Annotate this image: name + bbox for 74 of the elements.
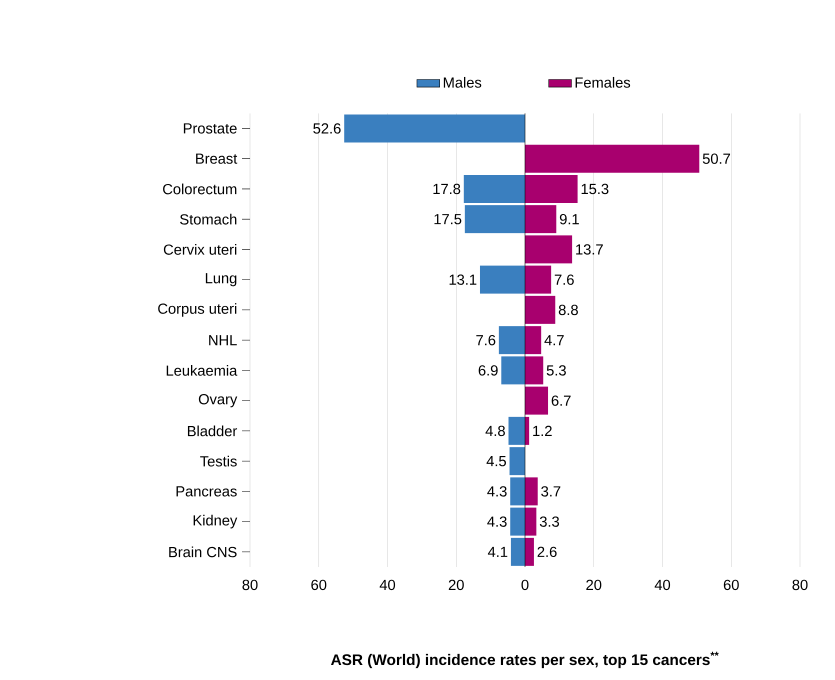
- y-tick-label: Testis: [200, 456, 237, 467]
- y-tick-label: Corpus uteri: [158, 303, 236, 317]
- y-tick-label: Stomach: [180, 214, 236, 225]
- data-label: 17.5: [434, 214, 462, 224]
- y-tick-label: Prostate: [184, 123, 237, 134]
- y-tick-label: Kidney: [194, 514, 238, 528]
- bar: [498, 326, 525, 354]
- bar: [525, 538, 534, 566]
- x-tick-label: 20: [448, 580, 464, 590]
- bar: [510, 508, 525, 536]
- y-tick-label: Brain CNS: [169, 546, 237, 558]
- data-label: 4.1: [488, 546, 508, 557]
- legend-label: Males: [444, 76, 482, 88]
- data-label: 13.7: [576, 244, 603, 255]
- bar: [525, 266, 552, 294]
- x-tick-label: 20: [586, 580, 602, 590]
- data-label: 9.1: [560, 214, 579, 224]
- bar: [525, 205, 556, 234]
- y-tick-label: Bladder: [188, 426, 238, 436]
- data-label: 15.3: [582, 184, 608, 194]
- x-tick-label: 80: [792, 580, 808, 590]
- data-label: 7.6: [476, 334, 496, 346]
- bar: [344, 114, 525, 142]
- bar: [525, 296, 556, 324]
- data-label: 2.6: [538, 546, 557, 558]
- bar: [525, 356, 544, 384]
- y-tick-label: Colorectum: [163, 184, 236, 194]
- y-tick-label: Ovary: [198, 394, 238, 408]
- x-tick-label: 40: [654, 580, 670, 590]
- bar: [525, 326, 542, 354]
- bar: [525, 386, 548, 415]
- bar: [525, 144, 700, 173]
- y-tick-label: Breast: [196, 154, 238, 164]
- y-tick-label: Leukaemia: [166, 365, 238, 376]
- data-label: 4.8: [486, 426, 505, 436]
- y-tick-label: NHL: [209, 335, 237, 346]
- data-label: 17.8: [433, 184, 460, 194]
- data-label: 13.1: [450, 274, 476, 285]
- y-tick-label: Cervix uteri: [164, 244, 236, 255]
- bar: [525, 477, 538, 506]
- bar: [525, 174, 578, 203]
- data-label: 8.8: [558, 304, 578, 316]
- bar: [510, 477, 525, 506]
- data-label: 4.3: [487, 516, 507, 527]
- data-label: 6.7: [552, 395, 571, 406]
- data-label: 3.7: [541, 486, 560, 497]
- data-label: 4.5: [486, 456, 506, 466]
- data-label: 52.6: [313, 123, 341, 134]
- data-label: 4.3: [487, 486, 507, 497]
- y-tick-label: Lung: [206, 273, 236, 286]
- x-tick-label: 60: [724, 580, 739, 590]
- data-label: 6.9: [478, 365, 498, 376]
- bar: [510, 538, 525, 566]
- x-tick-label: 0: [521, 580, 528, 590]
- data-label: 5.3: [546, 365, 566, 376]
- bar: [501, 356, 525, 384]
- text: ASR (World) incidence rates per sex, top 15 cancers$^{**}$: [330, 652, 719, 668]
- bar: [525, 508, 536, 536]
- y-tick-label: Pancreas: [176, 486, 237, 496]
- bar: [510, 447, 525, 476]
- x-tick-label: 80: [242, 580, 258, 590]
- data-label: 50.7: [702, 154, 730, 164]
- x-tick-label: 40: [380, 580, 396, 590]
- data-label: 1.2: [533, 426, 552, 436]
- bar: [464, 205, 525, 234]
- legend-label: Females: [576, 76, 630, 88]
- data-label: 7.6: [554, 274, 574, 285]
- bar: [525, 235, 572, 264]
- bar: [508, 416, 525, 445]
- data-label: 3.3: [540, 516, 560, 527]
- data-label: 4.7: [544, 335, 564, 346]
- bar: [464, 174, 525, 203]
- bar: [480, 266, 525, 294]
- x-tick-label: 60: [311, 580, 326, 590]
